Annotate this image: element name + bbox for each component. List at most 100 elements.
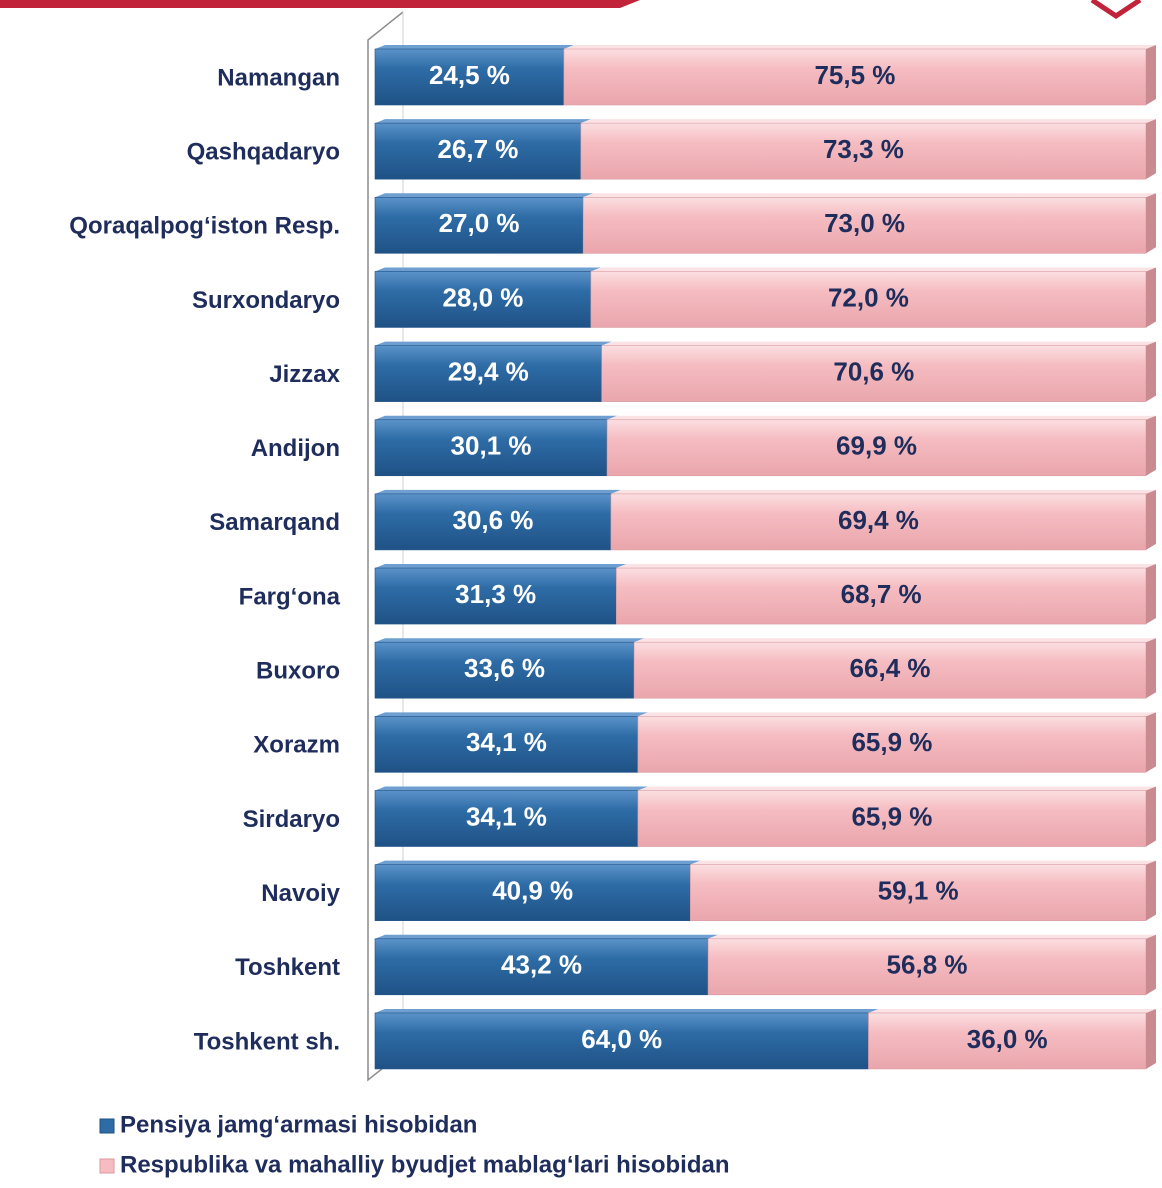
bar-end bbox=[1146, 119, 1156, 180]
bar-segment bbox=[374, 48, 565, 106]
bar-top bbox=[637, 712, 1156, 717]
bar-top bbox=[375, 119, 591, 124]
bar-segment bbox=[374, 122, 582, 180]
bar-top bbox=[375, 193, 594, 198]
value-label: 40,9 % bbox=[492, 876, 573, 906]
legend-label: Pensiya jamg‘armasi hisobidan bbox=[120, 1111, 477, 1138]
bar-segment bbox=[606, 419, 1147, 477]
bar-top bbox=[375, 45, 574, 49]
bar-segment bbox=[374, 864, 691, 921]
bar-segment bbox=[633, 641, 1147, 699]
bar-end bbox=[1146, 786, 1156, 847]
value-label: 70,6 % bbox=[833, 356, 914, 386]
category-label: Namangan bbox=[217, 64, 340, 91]
bar-segment bbox=[610, 493, 1147, 551]
value-label: 27,0 % bbox=[439, 208, 520, 238]
value-label: 26,7 % bbox=[437, 134, 518, 164]
bar-segment bbox=[590, 271, 1147, 328]
bar-top bbox=[634, 638, 1156, 643]
bar-top bbox=[375, 341, 612, 346]
bar-top bbox=[690, 860, 1156, 865]
bar-end bbox=[1146, 415, 1156, 476]
bar-segment bbox=[374, 790, 639, 847]
bar-end bbox=[1146, 564, 1156, 625]
bar-top bbox=[637, 786, 1156, 791]
legend-swatch bbox=[99, 1158, 115, 1174]
bar-end bbox=[1146, 712, 1156, 773]
bar-segment bbox=[374, 419, 608, 477]
bar-segment bbox=[601, 345, 1147, 402]
category-label: Qashqadaryo bbox=[187, 138, 340, 165]
value-label: 69,9 % bbox=[836, 431, 917, 461]
bar-segment bbox=[707, 938, 1147, 996]
category-label: Toshkent bbox=[235, 954, 340, 981]
bar-end bbox=[1146, 638, 1156, 699]
bar-top bbox=[580, 119, 1156, 124]
bar-segment bbox=[616, 567, 1147, 625]
bar-top bbox=[607, 415, 1156, 420]
bar-end bbox=[1146, 934, 1156, 995]
bar-top bbox=[375, 638, 645, 643]
bar-end bbox=[1146, 860, 1156, 921]
value-label: 56,8 % bbox=[887, 950, 968, 980]
category-label: Qoraqalpog‘iston Resp. bbox=[69, 213, 340, 240]
bar-end bbox=[1146, 1008, 1156, 1069]
bar-top bbox=[610, 489, 1156, 494]
bar-segment bbox=[374, 567, 617, 625]
category-label: Buxoro bbox=[256, 658, 340, 685]
legend-swatch bbox=[99, 1118, 115, 1134]
bar-top bbox=[375, 1008, 879, 1013]
value-label: 65,9 % bbox=[851, 801, 932, 831]
bar-segment bbox=[580, 122, 1147, 180]
category-label: Navoiy bbox=[261, 880, 340, 907]
bar-end bbox=[1146, 267, 1156, 328]
value-label: 29,4 % bbox=[448, 356, 529, 386]
header-line bbox=[0, 0, 640, 8]
category-label: Samarqand bbox=[209, 509, 340, 536]
bar-top bbox=[375, 415, 618, 420]
category-label: Jizzax bbox=[269, 361, 340, 388]
value-label: 73,3 % bbox=[823, 134, 904, 164]
category-label: Andijon bbox=[251, 435, 340, 462]
bar-segment bbox=[374, 938, 709, 996]
bar-end bbox=[1146, 489, 1156, 550]
value-label: 30,6 % bbox=[452, 505, 533, 535]
bar-top bbox=[375, 712, 648, 717]
bar-segment bbox=[374, 345, 602, 402]
bar-end bbox=[1146, 45, 1156, 105]
bar-top bbox=[601, 341, 1156, 346]
value-label: 64,0 % bbox=[581, 1024, 662, 1054]
bar-segment bbox=[374, 271, 592, 328]
value-label: 66,4 % bbox=[850, 653, 931, 683]
bar-segment bbox=[582, 197, 1147, 254]
value-label: 33,6 % bbox=[464, 653, 545, 683]
value-label: 34,1 % bbox=[466, 801, 547, 831]
value-label: 75,5 % bbox=[814, 60, 895, 90]
value-label: 24,5 % bbox=[429, 60, 510, 90]
bar-top bbox=[616, 564, 1156, 569]
value-label: 28,0 % bbox=[442, 282, 523, 312]
value-label: 69,4 % bbox=[838, 505, 919, 535]
category-label: Toshkent sh. bbox=[194, 1028, 340, 1055]
value-label: 36,0 % bbox=[967, 1024, 1048, 1054]
category-label: Farg‘ona bbox=[239, 583, 341, 610]
bar-top bbox=[375, 786, 648, 791]
value-label: 30,1 % bbox=[451, 431, 532, 461]
bar-segment bbox=[374, 641, 635, 699]
value-label: 72,0 % bbox=[828, 282, 909, 312]
bar-end bbox=[1146, 193, 1156, 254]
bar-segment bbox=[868, 1012, 1147, 1070]
bar-top bbox=[375, 564, 627, 569]
bar-segment bbox=[374, 1012, 869, 1070]
bar-top bbox=[375, 267, 601, 272]
bar-top bbox=[583, 193, 1156, 198]
bar-segment bbox=[563, 48, 1147, 106]
value-label: 65,9 % bbox=[851, 727, 932, 757]
bar-top bbox=[375, 489, 621, 494]
bar-end bbox=[1146, 341, 1156, 402]
bar-top bbox=[708, 934, 1156, 939]
value-label: 73,0 % bbox=[824, 208, 905, 238]
bar-top bbox=[868, 1008, 1156, 1013]
bar-segment bbox=[637, 716, 1147, 773]
